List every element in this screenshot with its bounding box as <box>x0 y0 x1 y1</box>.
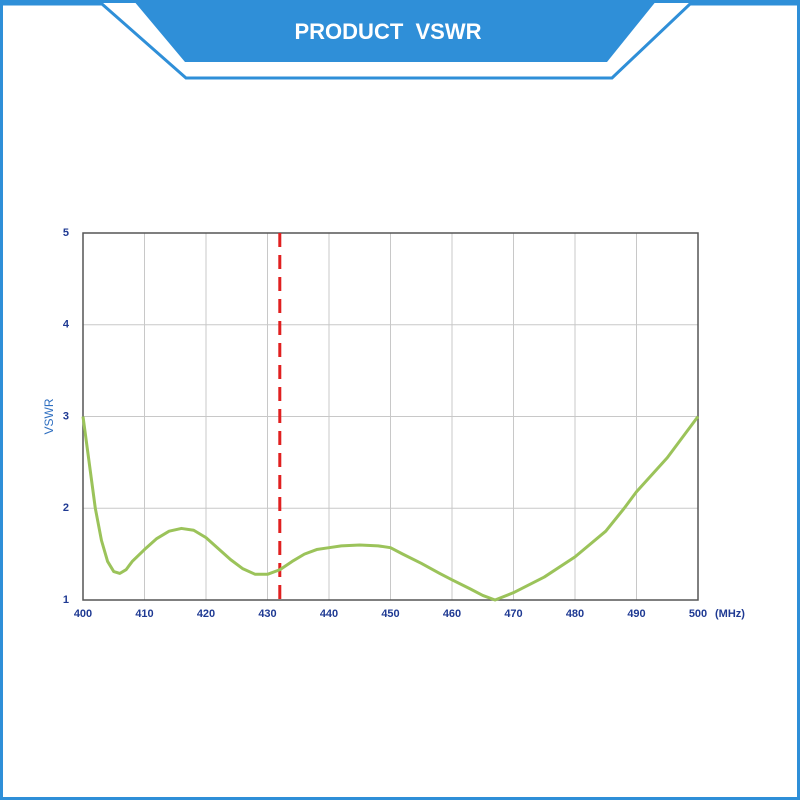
y-tick-label: 3 <box>63 410 69 422</box>
y-tick-label: 5 <box>63 227 69 239</box>
y-axis-label: VSWR <box>42 398 56 434</box>
x-tick-label: 450 <box>381 608 399 620</box>
x-tick-label: 460 <box>443 608 461 620</box>
x-tick-label: 440 <box>320 608 338 620</box>
frame-notch <box>0 2 800 80</box>
y-tick-label: 2 <box>63 502 69 514</box>
header-banner <box>133 0 657 62</box>
x-tick-label: 400 <box>74 608 92 620</box>
x-tick-label: 470 <box>504 608 522 620</box>
vswr-line <box>81 415 700 602</box>
y-tick-label: 1 <box>63 594 69 606</box>
y-tick-label: 4 <box>63 319 70 331</box>
x-tick-label: 420 <box>197 608 215 620</box>
x-tick-label: 430 <box>258 608 276 620</box>
x-unit-label: (MHz) <box>715 608 745 620</box>
x-tick-label: 480 <box>566 608 584 620</box>
plot: 400 410 420 430 440 450 460 470 480 490 500 1 2 3 4 5 VS… <box>42 227 745 620</box>
x-tick-label: 410 <box>135 608 153 620</box>
x-tick-label: 500 <box>689 608 707 620</box>
x-tick-label: 490 <box>627 608 645 620</box>
header-title: PRODUCT VSWR <box>295 19 482 44</box>
